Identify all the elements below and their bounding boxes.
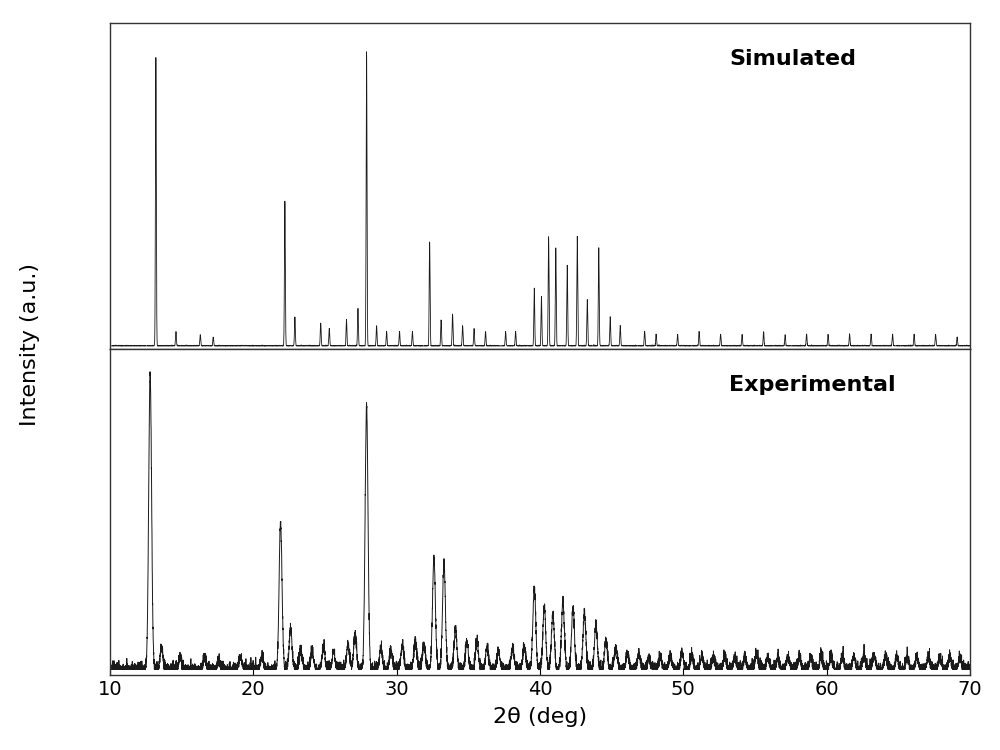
Text: Experimental: Experimental <box>729 375 896 394</box>
X-axis label: 2θ (deg): 2θ (deg) <box>493 707 587 728</box>
Text: Intensity (a.u.): Intensity (a.u.) <box>20 263 40 427</box>
Text: Simulated: Simulated <box>729 49 856 68</box>
